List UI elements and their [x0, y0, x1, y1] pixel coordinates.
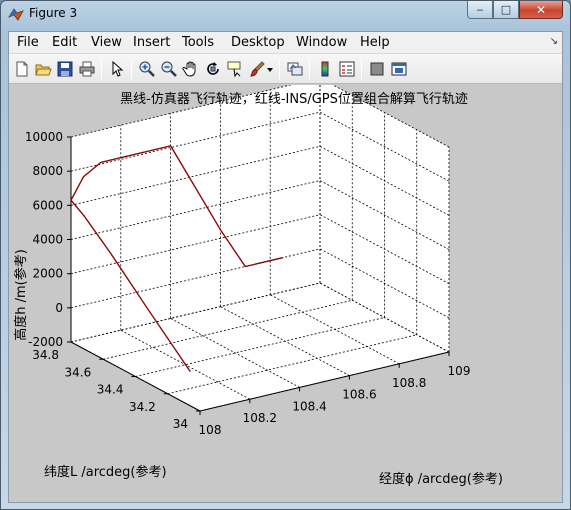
dock-arrow-icon[interactable]: ↘ — [549, 36, 558, 47]
y-tick-label: 34.6 — [65, 365, 92, 379]
grid-line — [319, 248, 450, 319]
x-tick-label: 108.2 — [243, 411, 277, 425]
menu-view[interactable]: View — [91, 35, 122, 50]
grid-line — [70, 77, 321, 138]
y-axis-label: 纬度L /arcdeg(参考) — [44, 464, 167, 480]
grid-line — [319, 282, 450, 353]
y-tick-label: 34 — [173, 417, 188, 431]
grid-line — [319, 180, 450, 250]
menu-bar: File Edit View Insert Tools Desktop Wind… — [9, 32, 562, 54]
matlab-app-icon — [8, 6, 24, 22]
menu-edit[interactable]: Edit — [52, 35, 78, 50]
z-axis-label: 高度h /m(参考) — [13, 249, 29, 341]
minimize-button[interactable]: ‒ — [467, 1, 493, 19]
grid-line — [70, 180, 321, 240]
z-tick-label: -2000 — [28, 335, 63, 349]
zoom-out-icon[interactable] — [159, 59, 179, 79]
y-tick-label: 34.8 — [32, 348, 59, 362]
grid-line — [319, 111, 450, 182]
z-tick-label: 4000 — [32, 233, 63, 247]
data-cursor-icon[interactable] — [225, 59, 245, 79]
x-tick-label: 108.6 — [342, 388, 376, 402]
chart-title: 黑线-仿真器飞行轨迹，红线-INS/GPS位置组合解算飞行轨迹 — [120, 91, 468, 107]
grid-line — [319, 214, 450, 285]
grid-line — [170, 318, 300, 388]
y-tick-label: 34.4 — [97, 383, 124, 397]
menu-desktop[interactable]: Desktop — [231, 35, 285, 50]
open-file-icon[interactable] — [33, 59, 53, 79]
z-tick-label: 8000 — [32, 164, 63, 178]
save-icon[interactable] — [55, 59, 75, 79]
minimize-icon: ‒ — [476, 3, 484, 16]
x-axis-label: 经度ϕ /arcdeg(参考) — [379, 471, 503, 487]
grid-line — [135, 317, 385, 377]
grid-line — [103, 299, 353, 360]
x-tick-label: 108.8 — [392, 376, 426, 390]
z-tick-label: 10000 — [25, 130, 63, 144]
grid-line — [319, 77, 450, 148]
floor-panel — [71, 283, 449, 411]
grid-line — [70, 145, 321, 206]
hide-plot-tools-icon[interactable] — [367, 59, 387, 79]
x-tick-label: 109 — [448, 364, 471, 378]
close-button[interactable]: ✕ — [519, 1, 563, 19]
zoom-in-icon[interactable] — [137, 59, 157, 79]
pan-hand-icon[interactable] — [181, 59, 201, 79]
menu-window[interactable]: Window — [296, 35, 348, 50]
brush-dropdown-icon[interactable] — [265, 59, 275, 79]
figure-client-area: File Edit View Insert Tools Desktop Wind… — [8, 31, 563, 503]
new-figure-icon[interactable] — [12, 59, 32, 79]
show-plot-tools-icon[interactable] — [389, 59, 409, 79]
plot-area[interactable]: 108 108.2 108.4 108.6 108.8 109 34 34.2 34.4 34.6… — [9, 77, 562, 502]
maximize-button[interactable]: □ — [493, 1, 519, 19]
close-icon: ✕ — [535, 2, 547, 17]
grid-line — [319, 145, 450, 216]
z-tick-label: 0 — [55, 301, 63, 315]
menu-insert[interactable]: Insert — [133, 35, 171, 50]
y-tick-label: 34.2 — [129, 400, 156, 414]
menu-help[interactable]: Help — [360, 35, 390, 50]
grid-line — [70, 111, 321, 172]
ins-gps-track-line — [70, 145, 283, 372]
x-tick-label: 108 — [199, 423, 222, 437]
title-bar[interactable]: Figure 3 ‒ □ ✕ — [1, 1, 570, 27]
print-icon[interactable] — [77, 59, 97, 79]
grid-line — [167, 334, 417, 395]
figure-toolbar — [9, 54, 562, 84]
insert-colorbar-icon[interactable] — [315, 59, 335, 79]
link-plot-icon[interactable] — [285, 59, 305, 79]
menu-file[interactable]: File — [17, 35, 39, 50]
grid-line — [70, 214, 321, 275]
window-title: Figure 3 — [29, 6, 78, 20]
z-tick-label: 2000 — [32, 267, 63, 281]
menu-tools[interactable]: Tools — [182, 35, 215, 50]
back-wall-panel — [71, 78, 320, 342]
maximize-icon: □ — [500, 3, 512, 16]
grid-line — [70, 282, 321, 343]
x-axis-line — [199, 351, 450, 412]
edit-plot-arrow-icon[interactable] — [107, 59, 127, 79]
rotate-3d-icon[interactable] — [203, 59, 223, 79]
axes-3d[interactable]: 108 108.2 108.4 108.6 108.8 109 34 34.2 34.4 34.6… — [9, 77, 562, 502]
x-tick-label: 108.4 — [292, 399, 326, 413]
z-tick-label: 6000 — [32, 198, 63, 212]
brush-icon[interactable] — [247, 59, 267, 79]
insert-legend-icon[interactable] — [337, 59, 357, 79]
